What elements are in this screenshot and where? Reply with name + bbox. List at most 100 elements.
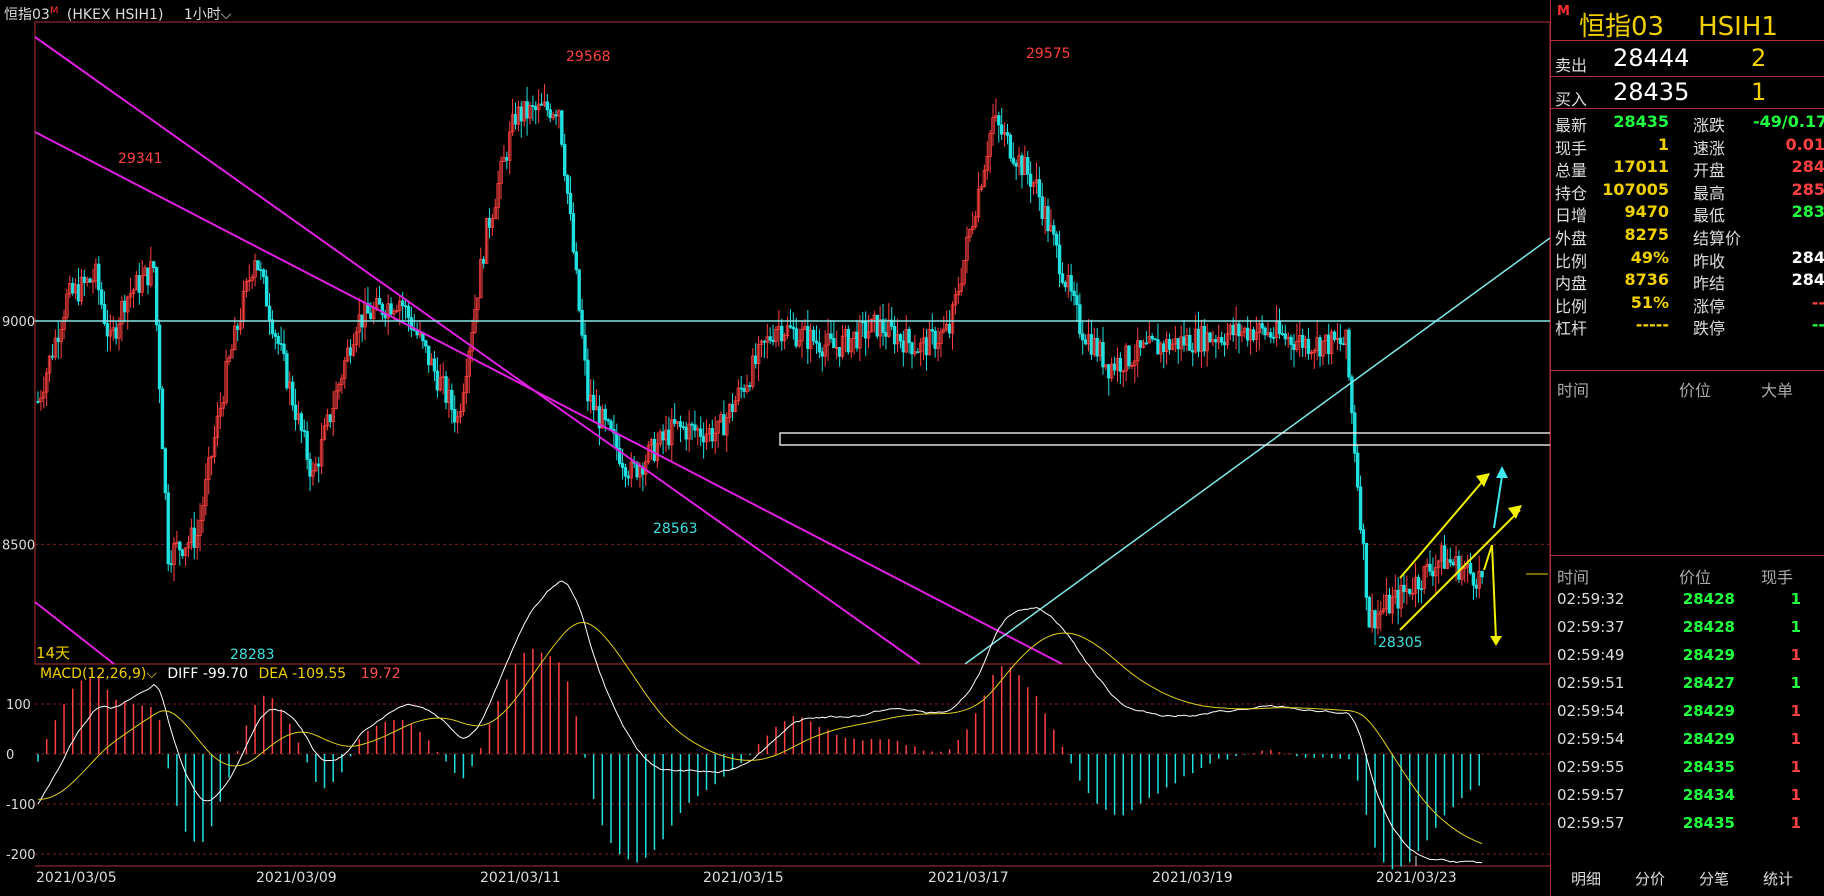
candle-body	[863, 321, 868, 339]
candle-body	[455, 416, 460, 423]
candle-body	[1254, 332, 1259, 341]
candle-body	[493, 207, 497, 220]
candle-body	[855, 331, 859, 349]
candle-body	[317, 463, 321, 467]
stat-key: 涨跌	[1693, 116, 1726, 135]
candle-body	[670, 419, 674, 446]
candle-body	[910, 342, 914, 355]
candle-body	[369, 312, 373, 320]
dea-label: DEA -109.55	[258, 666, 347, 682]
stat-value: --	[1811, 315, 1824, 335]
candle-body	[742, 388, 746, 392]
candle-body	[531, 105, 535, 107]
candle-body	[1231, 324, 1235, 336]
candle-body	[406, 305, 411, 319]
candle-body	[950, 304, 955, 334]
tick-time: 02:59:37	[1557, 618, 1625, 636]
stat-left: 比例 49%	[1555, 248, 1669, 272]
price-axis-label: 9000	[2, 315, 35, 330]
tick-row[interactable]: 02:59:37 28428 1	[1551, 618, 1824, 646]
tick-qty: 1	[1790, 674, 1801, 692]
candle-body	[1182, 336, 1186, 346]
candle-body	[476, 297, 480, 310]
chevron-down-icon[interactable]: ⌵	[146, 666, 157, 682]
candle-body	[91, 280, 95, 283]
arrow-up-icon	[1476, 473, 1490, 487]
chart-area[interactable]: 9000 8500 29341 29568 29575 28563 28283 28305 20…	[0, 0, 1550, 896]
candle-body	[59, 328, 63, 342]
candle-body	[44, 372, 49, 393]
tick-row[interactable]: 02:59:55 28435 1	[1551, 758, 1824, 786]
candle-body	[299, 413, 304, 431]
tick-row[interactable]: 02:59:57 28434 1	[1551, 786, 1824, 814]
candle-body	[973, 216, 978, 227]
arrow-up-icon	[1496, 466, 1508, 478]
chevron-down-icon[interactable]: ⌵	[220, 7, 232, 23]
candle-body	[716, 420, 720, 434]
tick-row[interactable]: 02:59:51 28427 1	[1551, 674, 1824, 702]
period-selector[interactable]: 1小时⌵	[184, 7, 232, 23]
period-label: 1小时	[183, 7, 221, 23]
candle-body	[195, 535, 199, 548]
tick-row[interactable]: 02:59:49 28429 1	[1551, 646, 1824, 674]
macd-label[interactable]: MACD(12,26,9)	[40, 666, 147, 682]
candle-body	[380, 303, 385, 315]
candle-body	[609, 420, 613, 430]
candle-body	[1081, 333, 1085, 341]
candle-body	[985, 155, 989, 171]
candle-body	[47, 355, 52, 374]
candle-body	[487, 217, 492, 228]
candle-body	[979, 186, 984, 190]
candle-body	[163, 448, 168, 494]
candle-body	[1011, 157, 1015, 164]
candle-body	[256, 260, 260, 271]
stat-key: 昨收	[1693, 251, 1726, 271]
candle-body	[149, 261, 153, 286]
tick-row[interactable]: 02:59:54 28429 1	[1551, 730, 1824, 758]
tab-3[interactable]: 统计	[1763, 870, 1794, 888]
candle-body	[884, 332, 888, 337]
candle-body	[224, 361, 228, 404]
candle-body	[519, 106, 523, 122]
divider	[1551, 108, 1824, 109]
tab-0[interactable]: 明细	[1571, 870, 1602, 888]
candle-body	[1202, 326, 1206, 352]
bid-row[interactable]: 买入 28435 1	[1551, 76, 1824, 110]
candle-body	[1306, 338, 1311, 355]
tab-1[interactable]: 分价	[1635, 870, 1666, 888]
candle-body	[563, 143, 567, 176]
candle-body	[1133, 360, 1137, 366]
candle-body	[1008, 134, 1013, 159]
candle-body	[1130, 365, 1134, 367]
candle-body	[120, 300, 124, 325]
tick-row[interactable]: 02:59:32 28428 1	[1551, 590, 1824, 618]
candle-body	[1321, 340, 1325, 357]
candle-body	[293, 404, 298, 420]
candle-body	[282, 343, 286, 355]
candle-body	[490, 218, 495, 228]
candle-body	[1318, 337, 1322, 357]
candle-body	[560, 110, 564, 145]
candle-body	[481, 258, 486, 264]
stat-left: 内盘 8736	[1555, 270, 1669, 294]
ask-row[interactable]: 卖出 28444 2	[1551, 42, 1824, 76]
candle-body	[444, 376, 448, 403]
tick-row[interactable]: 02:59:54 28429 1	[1551, 702, 1824, 730]
macd-header[interactable]: MACD(12,26,9)⌵ DIFF -99.70 DEA -109.55 1…	[40, 666, 401, 682]
candle-body	[1156, 339, 1160, 355]
tab-2[interactable]: 分笔	[1699, 870, 1730, 888]
stat-left: 杠杆 -----	[1555, 315, 1669, 339]
candle-body	[290, 381, 295, 406]
tick-row[interactable]: 02:59:57 28435 1	[1551, 814, 1824, 842]
date-label: 2021/03/19	[1152, 870, 1233, 886]
candle-body	[1390, 596, 1395, 614]
candle-body	[1280, 333, 1285, 336]
stat-left: 日增 9470	[1555, 202, 1669, 226]
stat-value: 28435	[1613, 112, 1669, 131]
candle-body	[403, 305, 408, 308]
candle-body	[736, 387, 741, 402]
candle-body	[603, 408, 607, 421]
candle-body	[450, 389, 454, 410]
candle-body	[1240, 331, 1244, 337]
candle-body	[1060, 273, 1065, 283]
